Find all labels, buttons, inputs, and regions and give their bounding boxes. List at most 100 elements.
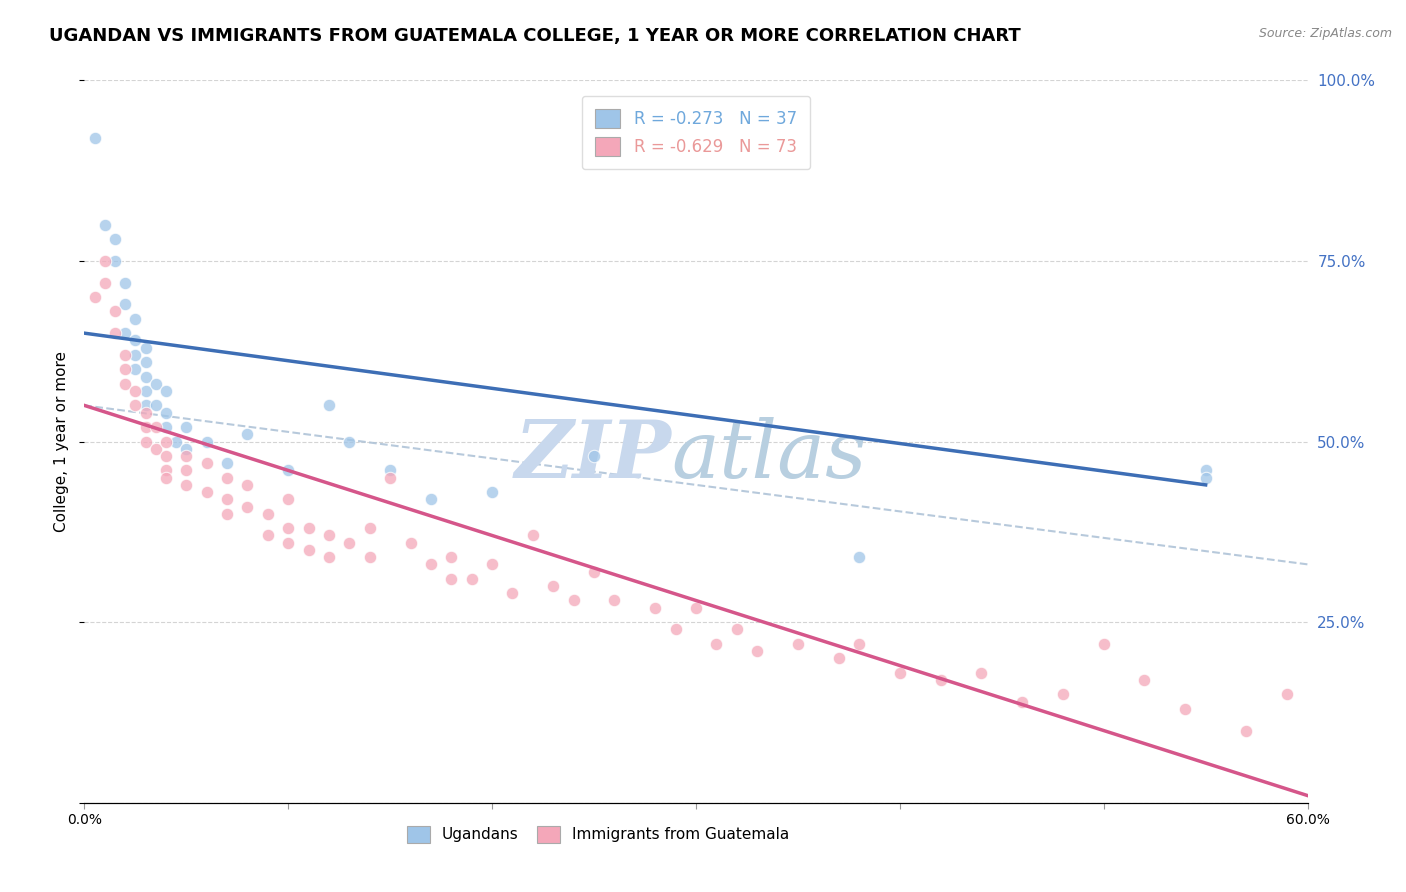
Point xyxy=(848,637,870,651)
Y-axis label: College, 1 year or more: College, 1 year or more xyxy=(53,351,69,532)
Point xyxy=(195,485,218,500)
Point xyxy=(562,593,585,607)
Point xyxy=(135,341,157,355)
Point xyxy=(339,434,361,449)
Point xyxy=(828,651,851,665)
Point xyxy=(124,348,146,362)
Point xyxy=(145,376,167,391)
Point xyxy=(195,434,218,449)
Point xyxy=(318,398,340,412)
Point xyxy=(104,232,127,246)
Point xyxy=(104,253,127,268)
Point xyxy=(135,434,157,449)
Point xyxy=(399,535,422,549)
Point xyxy=(236,478,259,492)
Point xyxy=(603,593,626,607)
Point xyxy=(420,558,443,572)
Point xyxy=(1174,702,1197,716)
Point xyxy=(145,398,167,412)
Text: atlas: atlas xyxy=(672,417,868,495)
Point xyxy=(277,492,299,507)
Point xyxy=(481,558,503,572)
Point xyxy=(440,550,463,565)
Point xyxy=(236,427,259,442)
Text: UGANDAN VS IMMIGRANTS FROM GUATEMALA COLLEGE, 1 YEAR OR MORE CORRELATION CHART: UGANDAN VS IMMIGRANTS FROM GUATEMALA COL… xyxy=(49,27,1021,45)
Point xyxy=(145,420,167,434)
Point xyxy=(174,478,197,492)
Point xyxy=(174,420,197,434)
Point xyxy=(217,456,239,470)
Point xyxy=(217,492,239,507)
Point xyxy=(359,521,381,535)
Point xyxy=(318,528,340,542)
Point xyxy=(155,463,177,477)
Point xyxy=(277,463,299,477)
Text: Source: ZipAtlas.com: Source: ZipAtlas.com xyxy=(1258,27,1392,40)
Point xyxy=(93,276,115,290)
Point xyxy=(217,470,239,484)
Point xyxy=(644,600,666,615)
Point xyxy=(114,276,136,290)
Point xyxy=(543,579,565,593)
Point xyxy=(298,542,321,557)
Point xyxy=(440,572,463,586)
Point xyxy=(135,384,157,398)
Point xyxy=(1236,723,1258,738)
Point xyxy=(155,406,177,420)
Point xyxy=(104,326,127,340)
Point xyxy=(277,535,299,549)
Point xyxy=(359,550,381,565)
Point xyxy=(124,362,146,376)
Text: ZIP: ZIP xyxy=(515,417,672,495)
Point xyxy=(1133,673,1156,687)
Point xyxy=(155,384,177,398)
Point xyxy=(1052,687,1074,701)
Point xyxy=(318,550,340,565)
Point xyxy=(257,528,280,542)
Point xyxy=(145,442,167,456)
Point xyxy=(380,463,402,477)
Point xyxy=(124,311,146,326)
Point xyxy=(114,362,136,376)
Point xyxy=(747,644,769,658)
Point xyxy=(135,406,157,420)
Point xyxy=(481,485,503,500)
Point xyxy=(1277,687,1299,701)
Point xyxy=(277,521,299,535)
Legend: Ugandans, Immigrants from Guatemala: Ugandans, Immigrants from Guatemala xyxy=(401,820,796,849)
Point xyxy=(665,623,688,637)
Point xyxy=(929,673,952,687)
Point xyxy=(135,398,157,412)
Point xyxy=(114,326,136,340)
Point xyxy=(135,355,157,369)
Point xyxy=(155,434,177,449)
Point xyxy=(217,507,239,521)
Point xyxy=(1195,463,1218,477)
Point xyxy=(725,623,748,637)
Point xyxy=(522,528,544,542)
Point xyxy=(583,449,606,463)
Point xyxy=(114,297,136,311)
Point xyxy=(195,456,218,470)
Point xyxy=(114,348,136,362)
Point xyxy=(155,470,177,484)
Point xyxy=(155,420,177,434)
Point xyxy=(339,535,361,549)
Point xyxy=(787,637,810,651)
Point xyxy=(124,384,146,398)
Point xyxy=(706,637,728,651)
Point xyxy=(1092,637,1115,651)
Point xyxy=(155,449,177,463)
Point xyxy=(114,376,136,391)
Point xyxy=(174,449,197,463)
Point xyxy=(93,218,115,232)
Point xyxy=(502,586,524,600)
Point xyxy=(135,369,157,384)
Point xyxy=(174,442,197,456)
Point xyxy=(104,304,127,318)
Point xyxy=(124,398,146,412)
Point xyxy=(93,253,115,268)
Point xyxy=(889,665,911,680)
Point xyxy=(83,290,105,304)
Point xyxy=(420,492,443,507)
